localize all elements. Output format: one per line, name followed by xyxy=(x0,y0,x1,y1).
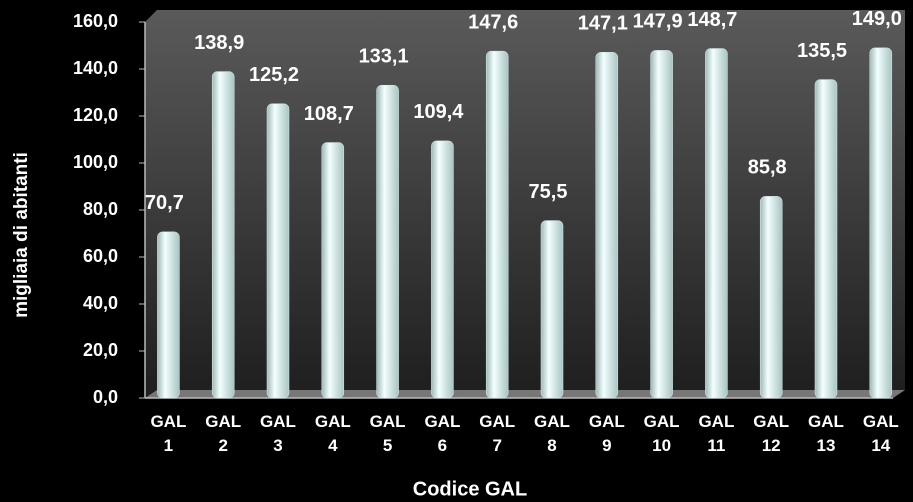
y-tick-label: 140,0 xyxy=(73,58,118,78)
x-tick-label: GAL 8 xyxy=(534,412,570,455)
value-label: 147,9 xyxy=(633,11,683,33)
bar xyxy=(266,103,290,399)
y-tick-label: 160,0 xyxy=(73,11,118,31)
x-tick-label: GAL 4 xyxy=(314,412,351,455)
x-tick-label: GAL 6 xyxy=(424,412,461,455)
x-tick-label: GAL 9 xyxy=(588,412,625,455)
bar xyxy=(869,47,893,399)
bar xyxy=(376,84,399,399)
bar xyxy=(321,142,345,399)
value-label: 70,7 xyxy=(145,192,184,214)
y-tick-label: 60,0 xyxy=(83,246,118,266)
bar xyxy=(485,50,509,399)
y-tick-label: 120,0 xyxy=(73,105,118,125)
value-label: 149,0 xyxy=(852,8,902,30)
x-tick-label: GAL 11 xyxy=(698,412,735,455)
value-label: 133,1 xyxy=(359,45,409,67)
value-label: 85,8 xyxy=(748,157,787,179)
y-tick-label: 100,0 xyxy=(73,152,118,172)
x-tick-label: GAL 7 xyxy=(479,412,516,455)
bar xyxy=(705,48,728,399)
bar xyxy=(540,220,564,399)
value-label: 138,9 xyxy=(194,32,244,54)
value-label: 125,2 xyxy=(249,64,299,86)
x-tick-label: GAL 3 xyxy=(260,412,296,455)
value-label: 147,6 xyxy=(468,11,518,33)
x-tick-label: GAL 1 xyxy=(150,412,187,455)
value-label: 148,7 xyxy=(687,9,737,31)
x-tick-label: GAL 2 xyxy=(205,412,242,455)
floor xyxy=(145,390,905,398)
bar xyxy=(157,231,180,399)
bar xyxy=(759,196,783,399)
bar xyxy=(814,79,838,399)
y-tick-label: 80,0 xyxy=(83,199,118,219)
bar xyxy=(211,71,235,399)
value-label: 109,4 xyxy=(413,101,464,123)
value-label: 135,5 xyxy=(797,40,847,62)
y-tick-label: 20,0 xyxy=(83,340,118,360)
bar xyxy=(431,140,454,399)
bar xyxy=(595,52,619,399)
value-label: 75,5 xyxy=(529,181,568,203)
y-axis-label: migliaia di abitanti xyxy=(11,152,32,318)
x-tick-label: GAL 5 xyxy=(369,412,406,455)
y-tick-label: 40,0 xyxy=(83,293,118,313)
value-label: 108,7 xyxy=(304,103,354,125)
value-label: 147,1 xyxy=(578,13,628,35)
x-tick-label: GAL 10 xyxy=(643,412,680,455)
x-tick-label: GAL 13 xyxy=(808,412,844,455)
bar xyxy=(650,50,673,399)
x-axis-label: Codice GAL xyxy=(413,478,527,500)
x-tick-label: GAL 12 xyxy=(753,412,790,455)
y-tick-label: 0,0 xyxy=(93,387,118,407)
x-tick-label: GAL 14 xyxy=(862,412,899,455)
